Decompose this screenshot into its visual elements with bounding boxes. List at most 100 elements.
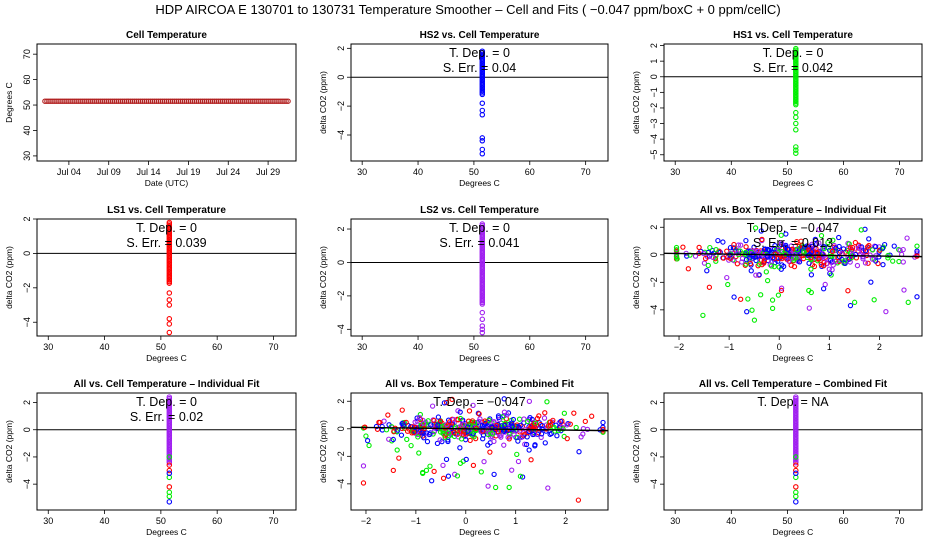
plot-frame	[350, 392, 609, 511]
data-point	[489, 431, 496, 437]
stat-annotation: S. Err. = 0.02	[130, 410, 203, 424]
data-point	[793, 127, 799, 133]
x-tick-label: 60	[838, 516, 848, 526]
stat-annotation: T. Dep. = 0	[449, 221, 510, 235]
data-point	[550, 417, 556, 423]
data-point	[444, 421, 450, 428]
data-point	[704, 268, 710, 274]
stat-annotation: T. Dep. = NA	[757, 395, 829, 409]
data-point	[867, 252, 873, 258]
data-point	[784, 246, 791, 252]
data-point	[823, 255, 829, 262]
marks	[351, 48, 608, 157]
data-point	[567, 421, 573, 427]
data-point	[504, 412, 510, 418]
data-point	[852, 251, 859, 258]
data-point	[487, 449, 493, 455]
x-tick-label: 40	[100, 342, 110, 352]
data-point	[552, 428, 558, 434]
data-point	[532, 442, 538, 448]
data-point	[758, 292, 764, 298]
data-point	[809, 249, 815, 255]
data-point	[450, 416, 457, 423]
data-point	[725, 281, 731, 288]
data-point	[541, 415, 548, 421]
data-point	[390, 467, 396, 474]
data-point	[589, 413, 595, 419]
data-point	[786, 258, 792, 264]
data-point	[793, 144, 799, 150]
data-point	[822, 281, 828, 288]
y-tick-label: −4	[649, 134, 659, 144]
data-point	[685, 266, 691, 272]
data-point	[901, 287, 907, 293]
plot-frame	[663, 218, 923, 337]
data-point	[526, 398, 533, 405]
data-point	[435, 422, 441, 428]
data-point	[479, 329, 486, 336]
data-point	[447, 419, 453, 425]
data-point	[420, 420, 427, 426]
data-point	[373, 423, 380, 430]
data-point	[808, 272, 815, 278]
data-point	[434, 440, 441, 447]
plot-frame	[350, 43, 609, 162]
marks	[37, 219, 296, 336]
data-point	[756, 272, 762, 278]
data-point	[794, 238, 800, 245]
data-point	[554, 433, 560, 439]
data-point	[542, 410, 548, 416]
data-point	[775, 292, 782, 298]
x-tick-label: 0	[777, 342, 782, 352]
data-point	[428, 422, 434, 428]
data-point	[505, 434, 511, 441]
data-point	[808, 256, 814, 263]
data-point	[427, 463, 433, 469]
x-tick-label: 60	[525, 342, 535, 352]
data-point	[423, 467, 430, 474]
data-point	[808, 289, 814, 296]
data-point	[437, 437, 443, 443]
stat-annotation: T. Dep. = −0.047	[433, 395, 525, 409]
y-tick-label: 0	[22, 427, 32, 432]
data-point	[514, 434, 521, 441]
data-point	[793, 114, 799, 121]
data-point	[429, 403, 436, 409]
data-point	[890, 258, 896, 264]
x-axis-label: Degrees C	[773, 178, 814, 188]
data-point	[600, 426, 606, 433]
data-point	[538, 431, 545, 437]
data-point	[514, 451, 520, 458]
data-point	[865, 260, 871, 266]
data-point	[479, 107, 486, 114]
y-tick-label: −2	[649, 452, 659, 462]
data-point	[166, 297, 173, 303]
x-tick-label: 50	[469, 342, 479, 352]
x-tick-label: 0	[463, 516, 468, 526]
data-point	[914, 243, 920, 249]
y-tick-label: 2	[649, 225, 659, 230]
data-point	[575, 497, 582, 503]
data-point	[680, 244, 686, 250]
data-point	[166, 280, 173, 286]
panel-title: HS2 vs. Cell Temperature	[420, 30, 540, 41]
data-point	[692, 253, 699, 259]
data-point	[442, 435, 448, 441]
marks	[42, 98, 291, 104]
data-point	[526, 447, 532, 453]
data-point	[479, 309, 486, 316]
x-tick-label: 70	[268, 342, 278, 352]
data-point	[431, 468, 437, 475]
y-tick-label: −4	[336, 479, 346, 489]
y-tick-label: 0	[336, 75, 346, 80]
data-point	[809, 241, 815, 247]
x-tick-label: 50	[156, 342, 166, 352]
data-point	[479, 112, 486, 118]
x-axis-label: Degrees C	[146, 353, 187, 363]
data-point	[414, 415, 420, 421]
data-point	[855, 245, 862, 251]
data-point	[166, 290, 173, 296]
x-tick-label: 40	[100, 516, 110, 526]
data-point	[705, 262, 711, 269]
data-point	[868, 279, 874, 285]
